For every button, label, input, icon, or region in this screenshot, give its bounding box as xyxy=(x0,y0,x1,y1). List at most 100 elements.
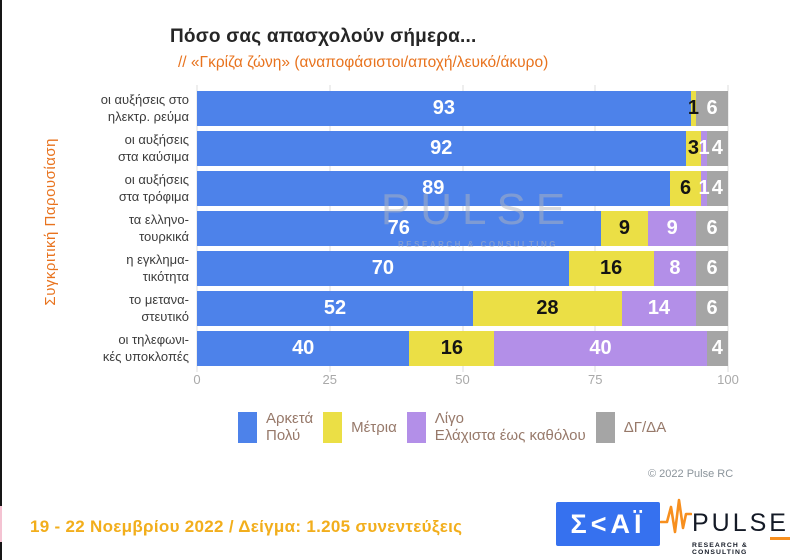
chart-row: οι αυξήσεις στα καύσιμα 92 3 1 4 xyxy=(30,128,728,168)
x-tick-label: 100 xyxy=(717,372,739,387)
survey-date-sample: 19 - 22 Νοεμβρίου 2022 / Δείγμα: 1.205 σ… xyxy=(30,517,463,536)
bar-track: 70 16 8 6 xyxy=(197,250,728,286)
bar-segment-arketa-poly: 70 xyxy=(197,250,569,286)
bar-segment-dg-da: 6 xyxy=(696,290,728,326)
bar-segment-ligo-elaxista: 9 xyxy=(648,210,697,246)
bar-segment-arketa-poly: 40 xyxy=(197,330,410,366)
chart-row: το μετανα-στευτικό 52 28 14 6 xyxy=(30,288,728,328)
bar-value-label: 16 xyxy=(440,336,463,359)
frame-left-edge-artifact xyxy=(0,506,2,542)
bar-track: 52 28 14 6 xyxy=(197,290,728,326)
bar-segment-arketa-poly: 76 xyxy=(197,210,601,246)
bar-value-label: 92 xyxy=(430,136,453,159)
bar-segment-metria: 6 xyxy=(669,170,702,206)
pulse-logo-subtitle: RESEARCH & CONSULTING xyxy=(692,542,748,556)
bar-value-label: 6 xyxy=(679,176,692,199)
plot-area: οι αυξήσεις στο ηλεκτρ. ρεύμα 93 1 6 οι αυξήσ… xyxy=(30,85,729,372)
bar-value-label: 70 xyxy=(371,256,394,279)
bar-segment-dg-da: 6 xyxy=(696,210,728,246)
plot-rows: οι αυξήσεις στο ηλεκτρ. ρεύμα 93 1 6 οι αυξήσ… xyxy=(30,88,728,368)
x-tick-label: 0 xyxy=(193,372,201,387)
bar-track: 40 16 40 4 xyxy=(197,330,728,366)
bar-segment-metria: 16 xyxy=(568,250,654,286)
legend-label: Μέτρια xyxy=(351,418,397,436)
category-label: το μετανα-στευτικό xyxy=(129,291,189,324)
bar-value-label: 52 xyxy=(323,296,347,319)
x-tick-label: 25 xyxy=(322,372,337,387)
legend-label: Λίγο Ελάχιστα έως καθόλου xyxy=(434,410,586,445)
bar-segment-metria: 9 xyxy=(600,210,649,246)
category-label: οι αυξήσεις στα τρόφιμα xyxy=(118,171,189,204)
bar-value-label: 6 xyxy=(706,296,718,319)
category-label: οι αυξήσεις στα καύσιμα xyxy=(118,131,189,164)
legend: Αρκετά Πολύ Μέτρια Λίγο Ελάχιστα έως καθόλου… xyxy=(238,410,666,445)
bar-value-label: 1 xyxy=(698,136,710,159)
chart-row: τα ελληνο-τουρκικά 76 9 9 6 xyxy=(30,208,728,248)
pulse-waveform-icon xyxy=(660,498,692,534)
legend-item: Μέτρια xyxy=(323,411,397,443)
bar-track: 93 1 6 xyxy=(197,90,728,126)
bar-segment-ligo-elaxista: 40 xyxy=(494,330,707,366)
legend-item: ΔΓ/ΔΑ xyxy=(595,411,667,443)
skai-logo: Σ<ΑΪ xyxy=(556,502,660,546)
bar-segment-ligo-elaxista: 1 xyxy=(699,130,710,166)
x-tick-label: 50 xyxy=(455,372,470,387)
category-label: οι τηλεφωνι-κές υποκλοπές xyxy=(102,331,189,364)
bar-value-label: 9 xyxy=(666,216,678,239)
stacked-bar-chart: οι αυξήσεις στο ηλεκτρ. ρεύμα 93 1 6 οι αυξήσ… xyxy=(30,85,739,390)
chart-row: οι τηλεφωνι-κές υποκλοπές 40 16 40 4 xyxy=(30,328,728,368)
bar-segment-dg-da: 6 xyxy=(696,250,728,286)
copyright-text: © 2022 Pulse RC xyxy=(648,468,734,480)
bar-value-label: 6 xyxy=(706,96,718,119)
bar-value-label: 28 xyxy=(536,296,559,319)
frame-left-edge xyxy=(0,0,2,560)
category-label: η εγκλημα-τικότητα xyxy=(126,251,189,284)
x-axis: 0 25 50 75 100 xyxy=(193,372,738,390)
x-tick-label: 75 xyxy=(588,372,603,387)
pulse-logo-text: PULSE xyxy=(692,509,789,537)
legend-item: Λίγο Ελάχιστα έως καθόλου xyxy=(406,410,586,445)
bar-value-label: 93 xyxy=(432,96,456,119)
bar-segment-ligo-elaxista: 1 xyxy=(699,170,710,206)
bar-value-label: 40 xyxy=(589,336,612,359)
bar-segment-metria: 1 xyxy=(687,90,700,126)
chart-row: οι αυξήσεις στο ηλεκτρ. ρεύμα 93 1 6 xyxy=(30,88,728,128)
skai-logo-text: Σ<ΑΪ xyxy=(570,508,646,539)
bar-value-label: 76 xyxy=(387,216,410,239)
legend-swatch xyxy=(406,411,426,443)
category-label: οι αυξήσεις στο ηλεκτρ. ρεύμα xyxy=(100,91,189,124)
legend-swatch xyxy=(595,411,615,443)
bar-segment-ligo-elaxista: 14 xyxy=(621,290,697,326)
bar-segment-dg-da: 4 xyxy=(706,170,728,206)
bar-value-label: 89 xyxy=(422,176,445,199)
bar-segment-arketa-poly: 52 xyxy=(197,290,474,326)
chart-row: η εγκλημα-τικότητα 70 16 8 6 xyxy=(30,248,728,288)
bar-value-label: 3 xyxy=(687,136,700,159)
bar-value-label: 40 xyxy=(292,336,315,359)
bar-segment-arketa-poly: 93 xyxy=(197,90,691,126)
legend-label: Αρκετά Πολύ xyxy=(266,410,314,445)
bar-segment-metria: 16 xyxy=(409,330,495,366)
bar-segment-dg-da: 4 xyxy=(706,130,728,166)
chart-subtitle: // «Γκρίζα ζώνη» (αναποφάσιστοι/αποχή/λε… xyxy=(178,54,549,71)
bar-value-label: 8 xyxy=(669,256,681,279)
bar-value-label: 16 xyxy=(600,256,623,279)
bar-segment-ligo-elaxista: 8 xyxy=(653,250,697,286)
bar-value-label: 6 xyxy=(706,216,718,239)
bar-value-label: 1 xyxy=(698,176,710,199)
bar-track: 76 9 9 6 xyxy=(197,210,728,246)
bar-value-label: 4 xyxy=(711,336,723,359)
bar-segment-dg-da: 4 xyxy=(706,330,728,366)
chart-title: Πόσο σας απασχολούν σήμερα... xyxy=(170,26,477,47)
bar-value-label: 6 xyxy=(706,256,718,279)
bar-segment-arketa-poly: 92 xyxy=(197,130,686,166)
bar-segment-arketa-poly: 89 xyxy=(197,170,670,206)
bar-value-label: 4 xyxy=(711,136,723,159)
pulse-logo-accent xyxy=(770,537,790,540)
bar-value-label: 9 xyxy=(618,216,630,239)
bar-track: 92 3 1 4 xyxy=(197,130,728,166)
bar-value-label: 14 xyxy=(647,296,671,319)
bar-value-label: 1 xyxy=(687,96,700,119)
bar-value-label: 4 xyxy=(711,176,723,199)
legend-label: ΔΓ/ΔΑ xyxy=(623,418,667,436)
